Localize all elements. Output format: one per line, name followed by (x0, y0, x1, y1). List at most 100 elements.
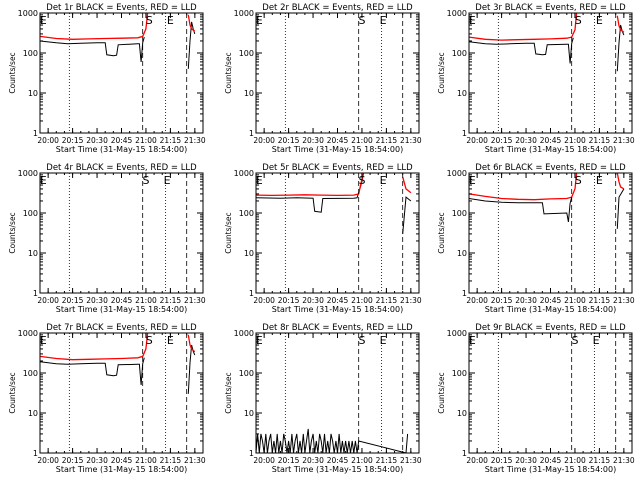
lld-series-line (469, 13, 625, 41)
x-tick-label: 20:45 (327, 136, 349, 145)
y-tick-label: 100 (239, 209, 254, 218)
x-tick-label: 21:15 (376, 456, 398, 465)
x-axis-label: Start Time (31-May-15 18:54:00) (272, 465, 403, 474)
phase-annotation: S (146, 334, 153, 347)
x-tick-label: 21:00 (351, 136, 373, 145)
x-tick-label: 20:00 (253, 456, 275, 465)
y-tick-label: 100 (239, 369, 254, 378)
x-tick-label: 20:45 (111, 456, 133, 465)
phase-annotation: S (575, 174, 582, 187)
y-tick-label: 10 (244, 89, 254, 98)
plot-title: Det 5r BLACK = Events, RED = LLD (262, 163, 413, 173)
y-tick-label: 100 (239, 49, 254, 58)
x-tick-label: 20:30 (86, 456, 108, 465)
y-tick-label: 1 (33, 129, 38, 138)
x-tick-label: 20:45 (111, 296, 133, 305)
x-tick-label: 20:30 (515, 296, 537, 305)
events-series-line (256, 428, 409, 453)
x-tick-label: 21:00 (351, 296, 373, 305)
phase-annotation: E (167, 14, 174, 27)
y-tick-label: 10 (28, 89, 38, 98)
phase-annotation: S (575, 14, 582, 27)
x-tick-label: 20:15 (62, 456, 84, 465)
plot-title: Det 3r BLACK = Events, RED = LLD (475, 3, 626, 13)
y-axis-label: Counts/sec (224, 372, 233, 413)
x-tick-label: 20:00 (466, 136, 488, 145)
x-tick-label: 21:30 (400, 296, 422, 305)
plot-title: Det 2r BLACK = Events, RED = LLD (262, 3, 413, 13)
x-tick-label: 20:30 (515, 456, 537, 465)
x-tick-label: 21:30 (613, 296, 635, 305)
y-tick-label: 100 (452, 369, 467, 378)
plot-frame (255, 172, 420, 294)
x-tick-label: 21:00 (564, 456, 586, 465)
x-tick-label: 20:00 (466, 456, 488, 465)
y-tick-label: 1000 (447, 169, 467, 178)
x-axis-label: Start Time (31-May-15 18:54:00) (272, 145, 403, 154)
y-tick-label: 10 (457, 89, 467, 98)
plot-title: Det 9r BLACK = Events, RED = LLD (475, 323, 626, 333)
x-axis-label: Start Time (31-May-15 18:54:00) (56, 305, 187, 314)
detector-plot: Det 3r BLACK = Events, RED = LLD 1 10 100 10… (437, 3, 635, 154)
lld-series-line (40, 333, 196, 361)
phase-annotation: E (596, 14, 603, 27)
x-axis-label: Start Time (31-May-15 18:54:00) (485, 145, 616, 154)
y-tick-label: 1000 (234, 329, 254, 338)
x-tick-label: 20:15 (491, 456, 513, 465)
x-tick-label: 21:30 (184, 136, 206, 145)
x-tick-label: 20:00 (253, 296, 275, 305)
x-tick-label: 21:30 (400, 456, 422, 465)
phase-annotation: E (256, 174, 263, 187)
x-tick-label: 20:45 (327, 456, 349, 465)
y-tick-label: 100 (23, 209, 38, 218)
detector-plot: Det 2r BLACK = Events, RED = LLD 1 10 100 10… (224, 3, 422, 154)
phase-annotation: E (380, 174, 387, 187)
y-axis-label: Counts/sec (224, 52, 233, 93)
phase-annotation: S (358, 334, 365, 347)
x-axis-label: Start Time (31-May-15 18:54:00) (485, 305, 616, 314)
detector-plot: Det 6r BLACK = Events, RED = LLD 1 10 100 10… (437, 163, 635, 314)
x-tick-label: 21:30 (400, 136, 422, 145)
phase-annotation: E (40, 14, 47, 27)
y-tick-label: 1000 (18, 169, 38, 178)
x-tick-label: 20:45 (540, 136, 562, 145)
detector-plot: Det 9r BLACK = Events, RED = LLD 1 10 100 10… (437, 323, 635, 474)
y-axis-label: Counts/sec (437, 372, 446, 413)
phase-annotation: E (469, 174, 476, 187)
y-axis-label: Counts/sec (8, 52, 17, 93)
y-tick-label: 1000 (18, 9, 38, 18)
x-tick-label: 20:30 (86, 136, 108, 145)
y-tick-label: 10 (457, 249, 467, 258)
y-tick-label: 1000 (234, 169, 254, 178)
detector-plot: Det 4r BLACK = Events, RED = LLD 1 10 100 10… (8, 163, 206, 314)
y-tick-label: 1000 (234, 9, 254, 18)
y-tick-label: 1 (33, 449, 38, 458)
x-tick-label: 20:30 (302, 296, 324, 305)
x-tick-label: 21:15 (589, 136, 611, 145)
plot-title: Det 6r BLACK = Events, RED = LLD (475, 163, 626, 173)
plot-frame (255, 332, 420, 454)
detector-plot: Det 7r BLACK = Events, RED = LLD 1 10 100 10… (8, 323, 206, 474)
phase-annotation: S (571, 334, 578, 347)
phase-annotation: E (593, 334, 600, 347)
events-series-line (40, 21, 196, 69)
detector-plot: Det 5r BLACK = Events, RED = LLD 1 10 100 10… (224, 163, 422, 314)
y-tick-label: 10 (244, 249, 254, 258)
y-tick-label: 1 (462, 289, 467, 298)
plot-frame (468, 172, 633, 294)
x-tick-label: 20:15 (278, 456, 300, 465)
x-tick-label: 21:15 (589, 296, 611, 305)
x-axis-label: Start Time (31-May-15 18:54:00) (272, 305, 403, 314)
y-axis-label: Counts/sec (224, 212, 233, 253)
x-tick-label: 20:30 (515, 136, 537, 145)
lld-series-line (469, 173, 625, 201)
x-tick-label: 21:30 (613, 456, 635, 465)
plot-frame (39, 172, 204, 294)
y-tick-label: 10 (244, 409, 254, 418)
x-tick-label: 21:00 (564, 136, 586, 145)
x-tick-label: 20:45 (327, 296, 349, 305)
x-tick-label: 20:45 (540, 296, 562, 305)
y-tick-label: 100 (452, 209, 467, 218)
phase-annotation: E (256, 14, 263, 27)
plot-title: Det 1r BLACK = Events, RED = LLD (46, 3, 197, 13)
